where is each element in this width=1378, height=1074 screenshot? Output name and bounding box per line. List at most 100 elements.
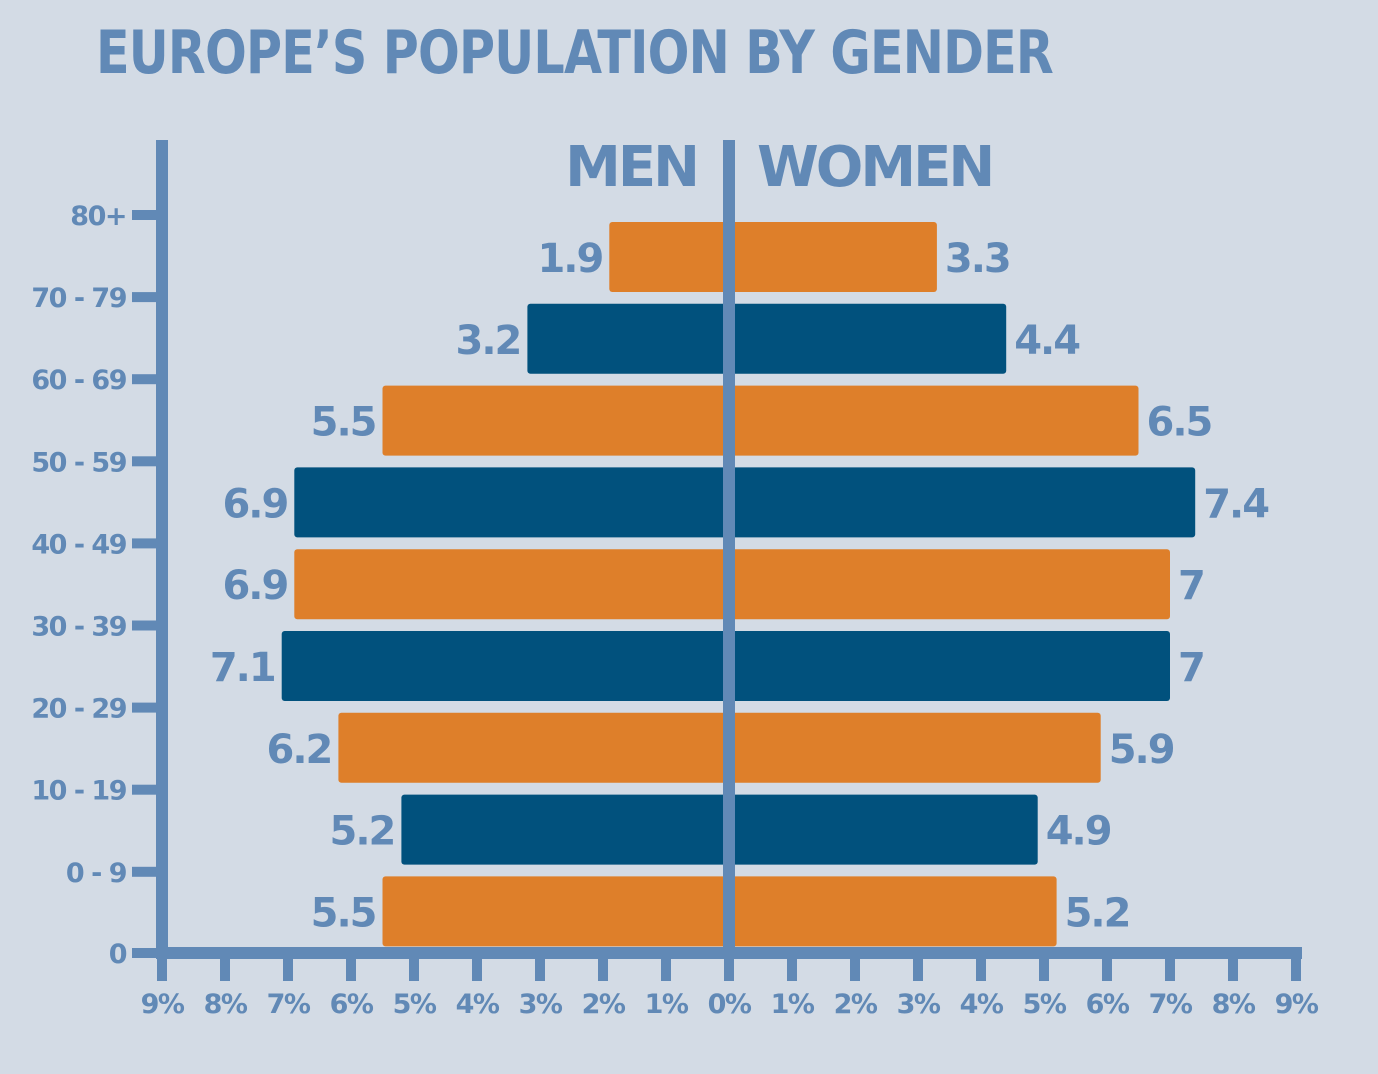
y-tick-label: 10 - 19 bbox=[31, 776, 126, 807]
women-value-label: 4.9 bbox=[1046, 809, 1111, 855]
x-tick-label: 0% bbox=[708, 989, 752, 1020]
x-tick-label: 9% bbox=[1275, 989, 1319, 1020]
x-tick-label: 8% bbox=[204, 989, 248, 1020]
y-tick bbox=[132, 702, 158, 713]
y-tick bbox=[132, 210, 158, 220]
x-tick-label: 3% bbox=[897, 989, 941, 1020]
men-bar bbox=[294, 467, 729, 538]
women-bar bbox=[729, 876, 1057, 947]
y-tick bbox=[132, 620, 158, 631]
x-tick-label: 5% bbox=[393, 989, 437, 1020]
women-value-label: 5.2 bbox=[1065, 890, 1130, 936]
y-tick-label: 0 bbox=[109, 939, 127, 970]
y-tick bbox=[132, 456, 158, 467]
women-value-label: 7.4 bbox=[1203, 481, 1268, 527]
women-bar bbox=[729, 631, 1170, 701]
men-bar bbox=[281, 631, 729, 701]
x-tick bbox=[1102, 953, 1112, 981]
y-tick-label: 60 - 69 bbox=[31, 365, 126, 396]
y-tick bbox=[132, 866, 158, 877]
y-tick bbox=[132, 538, 158, 549]
women-value-label: 6.5 bbox=[1147, 400, 1212, 446]
x-tick-label: 5% bbox=[1023, 989, 1067, 1020]
y-tick-label: 70 - 79 bbox=[31, 283, 126, 314]
x-tick-label: 6% bbox=[330, 989, 374, 1020]
x-tick bbox=[1291, 953, 1301, 981]
women-bar bbox=[729, 303, 1007, 374]
x-tick bbox=[283, 953, 293, 981]
women-bar bbox=[729, 794, 1038, 865]
chart-title: EUROPE’S POPULATION BY GENDER bbox=[96, 18, 1054, 88]
x-tick bbox=[157, 953, 167, 981]
y-tick-label: 20 - 29 bbox=[31, 694, 126, 725]
x-tick bbox=[598, 953, 608, 981]
y-tick bbox=[132, 374, 158, 385]
x-tick-label: 7% bbox=[1149, 989, 1193, 1020]
men-value-label: 6.2 bbox=[267, 727, 332, 773]
x-tick bbox=[724, 953, 734, 981]
y-tick bbox=[132, 784, 158, 795]
men-value-label: 5.5 bbox=[311, 400, 376, 446]
men-bar bbox=[294, 549, 729, 620]
series-label-women: WOMEN bbox=[757, 135, 992, 200]
x-tick-label: 8% bbox=[1212, 989, 1256, 1020]
x-tick bbox=[1039, 953, 1049, 981]
men-bar bbox=[527, 303, 729, 374]
x-tick bbox=[220, 953, 230, 981]
women-value-label: 4.4 bbox=[1014, 318, 1079, 364]
x-tick-label: 1% bbox=[771, 989, 815, 1020]
y-tick-label: 30 - 39 bbox=[31, 612, 126, 643]
x-tick-label: 4% bbox=[960, 989, 1004, 1020]
x-tick-label: 4% bbox=[456, 989, 500, 1020]
men-bar bbox=[401, 794, 729, 865]
y-tick bbox=[132, 292, 158, 303]
women-value-label: 5.9 bbox=[1109, 727, 1174, 773]
y-tick-label: 80+ bbox=[70, 201, 126, 232]
x-tick bbox=[409, 953, 419, 981]
women-bar bbox=[729, 549, 1170, 620]
men-bar bbox=[382, 876, 729, 947]
x-tick-label: 1% bbox=[645, 989, 689, 1020]
x-tick-label: 7% bbox=[267, 989, 311, 1020]
y-axis-line bbox=[156, 140, 168, 959]
x-tick bbox=[346, 953, 356, 981]
women-value-label: 3.3 bbox=[945, 236, 1010, 282]
x-tick-label: 6% bbox=[1086, 989, 1130, 1020]
men-value-label: 1.9 bbox=[537, 236, 602, 282]
center-divider bbox=[723, 140, 735, 953]
x-tick bbox=[976, 953, 986, 981]
x-tick-label: 2% bbox=[834, 989, 878, 1020]
women-bar bbox=[729, 385, 1139, 456]
y-tick-label: 40 - 49 bbox=[31, 529, 126, 560]
men-value-label: 5.2 bbox=[330, 809, 395, 855]
x-tick bbox=[1228, 953, 1238, 981]
women-bar bbox=[729, 467, 1196, 538]
series-label-men: MEN bbox=[565, 135, 697, 200]
y-tick-label: 0 - 9 bbox=[66, 858, 127, 889]
x-tick bbox=[661, 953, 671, 981]
x-tick bbox=[787, 953, 797, 981]
women-bar bbox=[729, 712, 1101, 783]
men-value-label: 5.5 bbox=[311, 890, 376, 936]
x-tick-label: 2% bbox=[582, 989, 626, 1020]
x-tick bbox=[472, 953, 482, 981]
y-tick-label: 50 - 59 bbox=[31, 447, 126, 478]
men-bar bbox=[609, 222, 729, 292]
y-tick bbox=[132, 948, 158, 958]
x-tick bbox=[913, 953, 923, 981]
women-value-label: 7 bbox=[1178, 563, 1204, 609]
x-tick bbox=[535, 953, 545, 981]
men-bar bbox=[382, 385, 729, 456]
men-value-label: 7.1 bbox=[210, 645, 275, 691]
x-tick-label: 3% bbox=[519, 989, 563, 1020]
men-value-label: 6.9 bbox=[222, 563, 287, 609]
x-tick bbox=[850, 953, 860, 981]
x-tick-label: 9% bbox=[141, 989, 185, 1020]
women-bar bbox=[729, 222, 937, 292]
men-value-label: 6.9 bbox=[222, 481, 287, 527]
men-value-label: 3.2 bbox=[456, 318, 521, 364]
men-bar bbox=[338, 712, 729, 783]
women-value-label: 7 bbox=[1178, 645, 1204, 691]
